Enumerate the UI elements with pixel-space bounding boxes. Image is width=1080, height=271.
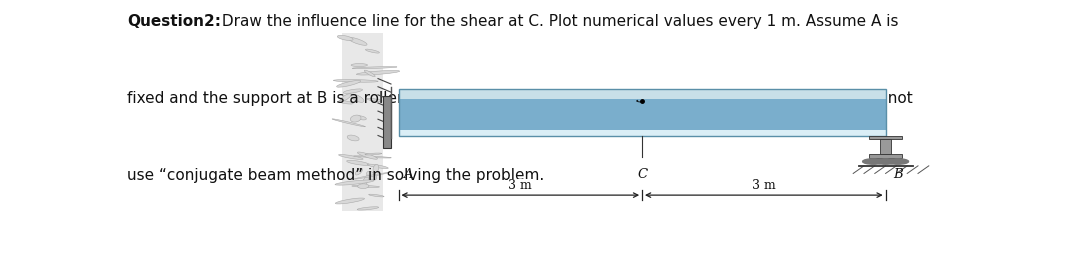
Text: B: B [893,168,903,181]
Bar [880,139,891,154]
Ellipse shape [351,64,367,67]
Bar [399,89,886,136]
Ellipse shape [362,175,369,187]
Ellipse shape [334,80,378,82]
Bar [869,154,902,158]
Text: use “conjugate beam method” in solving the problem.: use “conjugate beam method” in solving t… [127,168,544,183]
Ellipse shape [373,164,379,173]
Ellipse shape [367,164,388,169]
Ellipse shape [366,98,382,101]
Ellipse shape [350,115,361,122]
Ellipse shape [364,70,375,77]
Ellipse shape [352,67,397,69]
Ellipse shape [351,94,364,102]
Ellipse shape [335,198,365,204]
Ellipse shape [348,37,367,45]
Ellipse shape [356,70,400,75]
Text: C: C [637,168,647,181]
Ellipse shape [357,152,377,159]
Ellipse shape [366,171,377,180]
Ellipse shape [347,160,369,165]
Bar [399,99,886,130]
Ellipse shape [337,80,361,87]
Text: fixed and the support at B is a roller. EI is constant. Please provide all the c: fixed and the support at B is a roller. … [127,91,914,106]
Text: 3 m: 3 m [509,179,532,192]
Circle shape [875,159,896,164]
Ellipse shape [365,153,382,155]
Ellipse shape [353,156,391,158]
Ellipse shape [365,49,379,53]
Ellipse shape [356,116,366,120]
Text: Draw the influence line for the shear at C. Plot numerical values every 1 m. Ass: Draw the influence line for the shear at… [217,14,899,28]
Bar [399,89,886,99]
Ellipse shape [355,168,363,175]
Ellipse shape [368,194,384,197]
Ellipse shape [357,184,369,189]
Ellipse shape [340,93,351,101]
Ellipse shape [338,101,353,104]
Ellipse shape [354,173,388,179]
Text: A: A [403,168,413,181]
Ellipse shape [357,207,379,210]
Bar [399,130,886,136]
Text: Question2:: Question2: [127,14,221,28]
Bar [869,136,902,139]
Circle shape [887,159,908,164]
Circle shape [863,159,885,164]
Ellipse shape [337,35,353,40]
Bar [383,96,391,148]
Ellipse shape [335,180,374,185]
Ellipse shape [352,185,379,188]
Ellipse shape [347,135,360,141]
Ellipse shape [339,154,363,159]
Text: 3 m: 3 m [752,179,775,192]
Ellipse shape [343,89,363,93]
Bar [342,33,383,211]
Ellipse shape [332,119,365,127]
